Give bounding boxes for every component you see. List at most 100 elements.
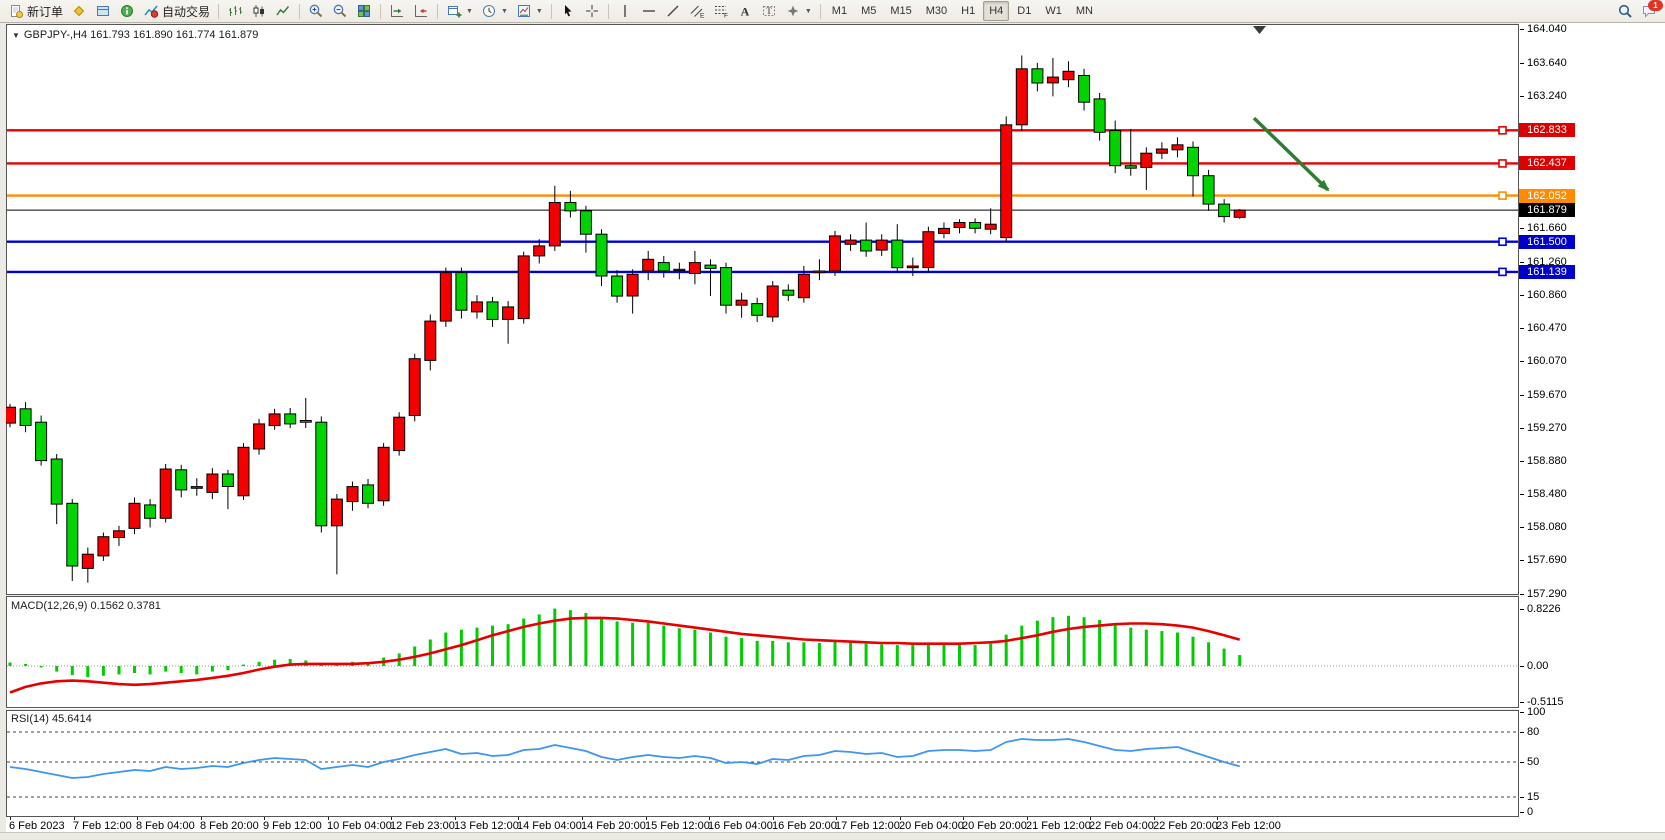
toolbar-separator (550, 3, 552, 19)
macd-histogram-bar (506, 624, 510, 666)
candle (471, 295, 483, 319)
macd-histogram-bar (475, 627, 479, 666)
timeframe-button-m30[interactable]: M30 (925, 5, 948, 17)
hline-161.5[interactable] (7, 237, 1518, 247)
price-tick: 159.270 (1520, 421, 1567, 435)
data-window-button[interactable] (115, 0, 139, 22)
candle (66, 499, 79, 581)
hline-161.139[interactable] (7, 267, 1518, 277)
time-axis[interactable]: 6 Feb 2023 7 Feb 12:00 8 Feb 04:00 8 Feb 20… (6, 817, 1519, 832)
time-label: 20 Feb 04:00 (899, 817, 964, 832)
candle (486, 296, 499, 327)
macd-histogram-bar (864, 643, 868, 666)
templates-button[interactable]: ▼ (512, 0, 547, 22)
bar-chart-button[interactable] (223, 0, 247, 22)
hline-handle[interactable] (1498, 237, 1507, 247)
hline-icon (642, 10, 655, 12)
toolbar-separator (819, 3, 821, 19)
price-tick: 157.290 (1520, 587, 1567, 601)
vertical-line-button[interactable] (613, 0, 637, 22)
chevron-down-icon[interactable]: ▼ (12, 31, 20, 40)
periods-button[interactable]: ▼ (477, 0, 512, 22)
cursor-button[interactable] (556, 0, 580, 22)
svg-text:F: F (724, 13, 728, 20)
cursor-icon (564, 5, 572, 17)
shapes-button[interactable]: ▼ (781, 0, 816, 22)
text-button[interactable]: A (733, 0, 757, 22)
chart-shift-marker[interactable] (1253, 26, 1266, 34)
hline-handle[interactable] (1498, 159, 1507, 168)
price-badge-161.500: 161.500 (1519, 235, 1575, 249)
search-button[interactable] (1613, 0, 1637, 22)
svg-text:T: T (766, 6, 772, 16)
time-label: 8 Feb 20:00 (200, 817, 259, 832)
macd-histogram-bar (522, 618, 526, 666)
new-order-button[interactable]: 新订单 (4, 0, 67, 22)
macd-panel[interactable] (6, 596, 1519, 709)
time-label: 16 Feb 04:00 (708, 817, 773, 832)
horizontal-line-button[interactable] (637, 0, 661, 22)
line-chart-button[interactable] (271, 0, 295, 22)
time-label: 13 Feb 12:00 (454, 817, 519, 832)
autotrading-icon (144, 5, 159, 18)
autotrading-button[interactable]: 自动交易 (139, 0, 214, 22)
zoom-out-button[interactable] (328, 0, 352, 22)
timeframe-button-m15[interactable]: M15 (890, 5, 912, 17)
candle (891, 224, 904, 273)
navigator-button[interactable] (91, 0, 115, 22)
zoom-in-button[interactable] (304, 0, 328, 22)
trendline-button[interactable] (661, 0, 685, 22)
auto-scroll-button[interactable] (385, 0, 409, 22)
timeframe-button-m1[interactable]: M1 (831, 5, 848, 17)
channel-button[interactable]: E (685, 0, 709, 22)
timeframe-button-h4[interactable]: H4 (983, 1, 1010, 21)
chart-shift-button[interactable] (409, 0, 433, 22)
macd-histogram-bar (39, 666, 43, 668)
hline-handle[interactable] (1498, 126, 1507, 135)
price-axis[interactable]: 164.040 163.640 163.240 161.660 161.260 160.8… (1519, 23, 1665, 832)
hline-handle[interactable] (1498, 191, 1507, 200)
price-tick: 164.040 (1520, 22, 1567, 36)
chat-button[interactable]: 1 (1637, 0, 1663, 22)
new-chart-button[interactable]: ▼ (442, 0, 477, 22)
hline-162.437[interactable] (7, 159, 1518, 168)
timeframe-button-mn[interactable]: MN (1075, 5, 1093, 17)
candle (704, 259, 717, 297)
market-watch-button[interactable] (67, 0, 91, 22)
new-chart-icon (448, 6, 462, 18)
macd-histogram-bar (1004, 634, 1008, 666)
macd-histogram-bar (210, 666, 214, 672)
candle (1202, 169, 1215, 211)
trend-arrow-annotation[interactable] (1252, 116, 1330, 192)
hline-handle[interactable] (1498, 267, 1507, 277)
candles-icon (253, 5, 265, 17)
hline-162.052[interactable] (7, 191, 1518, 200)
candle (720, 262, 732, 314)
fibonacci-button[interactable]: F (709, 0, 733, 22)
candle (657, 255, 670, 278)
candle (517, 251, 530, 324)
time-label: 14 Feb 04:00 (517, 817, 582, 832)
macd-histogram-bar (242, 664, 245, 666)
candle (175, 464, 188, 498)
price-tick: 163.640 (1520, 56, 1567, 70)
candle (906, 257, 919, 276)
crosshair-button[interactable] (580, 0, 604, 22)
candle (1093, 93, 1106, 141)
rsi-panel[interactable] (6, 710, 1519, 817)
macd-axis-tick: 0.8226 (1520, 602, 1561, 616)
timeframe-button-m5[interactable]: M5 (861, 5, 877, 17)
shapes-icon (787, 5, 799, 17)
candle (1124, 128, 1137, 176)
label-button[interactable]: T (757, 0, 781, 22)
timeframe-button-d1[interactable]: D1 (1017, 5, 1032, 17)
timeframe-button-w1[interactable]: W1 (1045, 5, 1062, 17)
timeframe-button-h1[interactable]: H1 (961, 5, 976, 17)
candlestick-chart-button[interactable] (247, 0, 271, 22)
main-chart-panel[interactable] (6, 24, 1519, 595)
tile-windows-button[interactable] (352, 0, 376, 22)
toolbar-separator (218, 3, 220, 19)
candle (455, 267, 468, 319)
time-label: 14 Feb 20:00 (581, 817, 646, 832)
candle (19, 402, 32, 433)
